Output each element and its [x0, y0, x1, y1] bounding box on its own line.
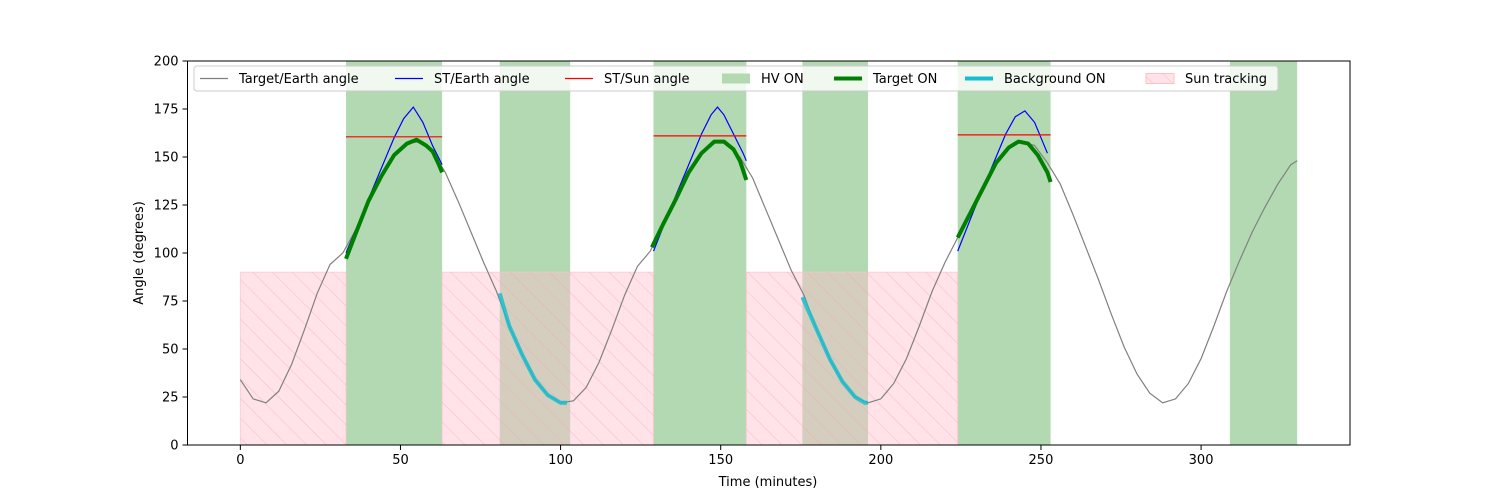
- y-tick-label-0: 0: [170, 439, 178, 454]
- series-layer: [239, 106, 1298, 405]
- sun-tracking-region-1: [441, 271, 654, 445]
- legend-label-1: ST/Earth angle: [434, 72, 530, 87]
- legend-label-6: Sun tracking: [1185, 72, 1267, 87]
- legend-swatch-hatch-6: [1146, 73, 1174, 84]
- legend-label-0: Target/Earth angle: [238, 72, 359, 87]
- y-tick-label-75: 75: [162, 295, 179, 310]
- background-on-segment-1: [800, 296, 868, 405]
- x-tick-label-300: 300: [1189, 453, 1214, 468]
- hv-on-span-5: [1229, 61, 1298, 445]
- y-tick-label-125: 125: [154, 199, 179, 214]
- legend: Target/Earth angle ST/Earth angle ST/Sun a…: [193, 65, 1279, 92]
- sun-tracking-region-2: [745, 271, 959, 445]
- hv-on-span-0: [346, 61, 443, 445]
- hv-on-layer: [346, 61, 1298, 445]
- x-tick-label-100: 100: [548, 453, 573, 468]
- x-tick-label-200: 200: [868, 453, 893, 468]
- background-on-segment-0: [497, 292, 567, 405]
- y-tick-label-50: 50: [162, 343, 179, 358]
- y-tick-label-25: 25: [162, 391, 179, 406]
- y-tick-label-100: 100: [154, 247, 179, 262]
- legend-label-3: HV ON: [761, 72, 804, 87]
- x-tick-label-250: 250: [1029, 453, 1054, 468]
- y-tick-label-175: 175: [154, 103, 179, 118]
- x-tick-label-50: 50: [392, 453, 409, 468]
- legend-label-2: ST/Sun angle: [604, 72, 690, 87]
- legend-label-4: Target ON: [872, 72, 937, 87]
- hv-on-span-4: [957, 61, 1051, 445]
- y-axis-label: Angle (degrees): [132, 201, 147, 305]
- legend-item-6: Sun tracking: [1145, 72, 1267, 87]
- legend-item-4: Target ON: [834, 72, 937, 87]
- legend-item-3: HV ON: [722, 72, 804, 87]
- sun-tracking-hatch-1: [442, 272, 654, 445]
- x-axis: 0 50 100 150 200 250 300: [236, 445, 1213, 468]
- y-tick-label-200: 200: [154, 55, 179, 70]
- sun-tracking-hatch-2: [746, 272, 958, 445]
- legend-swatch-3: [722, 73, 750, 84]
- hv-on-span-2: [653, 61, 747, 445]
- sun-tracking-layer: [239, 271, 959, 445]
- target-on-segment-0: [344, 137, 444, 260]
- target-on-segment-1: [650, 139, 749, 249]
- x-axis-label: Time (minutes): [718, 475, 818, 490]
- x-tick-label-0: 0: [236, 453, 244, 468]
- legend-item-1: ST/Earth angle: [395, 72, 530, 87]
- legend-label-5: Background ON: [1004, 72, 1106, 87]
- x-tick-label-150: 150: [708, 453, 733, 468]
- legend-item-0: Target/Earth angle: [200, 72, 359, 87]
- y-tick-label-150: 150: [154, 151, 179, 166]
- legend-item-2: ST/Sun angle: [565, 72, 690, 87]
- target-on-segment-2: [955, 139, 1053, 239]
- y-axis: 0 25 50 75 100 125 150 175 200: [154, 55, 188, 454]
- legend-item-5: Background ON: [965, 72, 1106, 87]
